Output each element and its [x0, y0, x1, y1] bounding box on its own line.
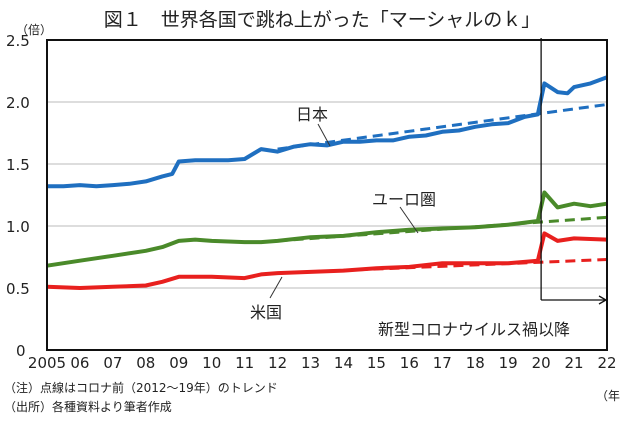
covid-annotation: 新型コロナウイルス禍以降 [378, 320, 570, 339]
plot-frame [46, 39, 608, 351]
x-tick-label: 16 [400, 354, 419, 372]
y-axis-unit: （倍） [16, 22, 52, 37]
x-axis-unit: （年） [596, 389, 620, 403]
x-tick-label: 06 [70, 354, 89, 372]
x-tick-label: 18 [466, 354, 485, 372]
series-label: 米国 [250, 303, 282, 322]
chart-note: （注）点線はコロナ前（2012〜19年）のトレンド [4, 381, 278, 395]
y-tick-label: 1.5 [6, 156, 30, 174]
x-tick-label: 17 [433, 354, 452, 372]
series-label: 日本 [296, 105, 328, 124]
x-tick-label: 14 [334, 354, 353, 372]
x-tick-label: 2005 [28, 354, 66, 372]
x-tick-label: 20 [532, 354, 551, 372]
chart-source: （出所）各種資料より筆者作成 [4, 400, 172, 414]
x-tick-label: 19 [499, 354, 518, 372]
x-tick-label: 10 [202, 354, 221, 372]
x-tick-label: 08 [136, 354, 155, 372]
y-tick-label: 2.5 [6, 32, 30, 50]
x-tick-label: 15 [367, 354, 386, 372]
x-tick-label: 12 [268, 354, 287, 372]
y-tick-label: 0 [16, 342, 26, 360]
series-label: ユーロ圏 [372, 190, 436, 209]
x-tick-label: 21 [565, 354, 584, 372]
arrow-head-icon [598, 295, 608, 305]
series-line [46, 190, 608, 268]
x-tick-label: 07 [103, 354, 122, 372]
series-line [46, 231, 608, 290]
x-tick-label: 13 [301, 354, 320, 372]
y-tick-label: 2.0 [6, 94, 30, 112]
y-tick-label: 1.0 [6, 218, 30, 236]
x-tick-label: 09 [169, 354, 188, 372]
x-tick-label: 11 [235, 354, 254, 372]
y-tick-label: 0.5 [6, 280, 30, 298]
leader-line [317, 123, 331, 147]
x-tick-label: 22 [597, 354, 616, 372]
series-line [47, 75, 608, 189]
leader-line [269, 276, 283, 299]
chart-title: 図１ 世界各国で跳ね上がった「マーシャルのｋ」 [104, 9, 541, 31]
trend-line [277, 102, 608, 151]
leader-line [399, 206, 419, 234]
